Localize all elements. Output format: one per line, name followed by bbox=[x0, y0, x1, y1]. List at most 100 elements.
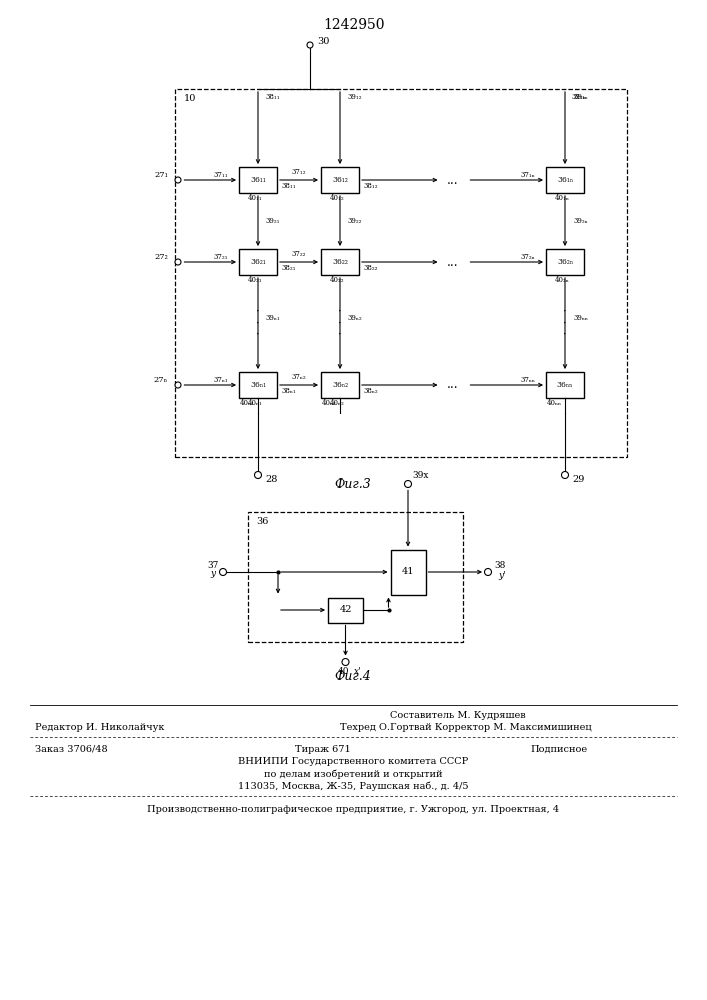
Text: 38₁₁: 38₁₁ bbox=[266, 93, 281, 101]
Text: 38₂₂: 38₂₂ bbox=[363, 264, 378, 272]
Text: 30: 30 bbox=[317, 36, 329, 45]
Bar bbox=[239, 249, 277, 275]
Text: 38ₙ₂: 38ₙ₂ bbox=[363, 387, 378, 395]
Text: 39х: 39х bbox=[412, 471, 428, 480]
Bar bbox=[248, 512, 463, 642]
Text: 28: 28 bbox=[265, 476, 277, 485]
Text: ·
·
·: · · · bbox=[338, 307, 341, 340]
Bar bbox=[390, 550, 426, 594]
Text: 37: 37 bbox=[207, 560, 218, 570]
Text: 27₂: 27₂ bbox=[154, 253, 168, 261]
Text: 39₁ₙ: 39₁ₙ bbox=[573, 93, 588, 101]
Bar bbox=[239, 167, 277, 193]
Text: 36₁₁: 36₁₁ bbox=[250, 176, 266, 184]
Circle shape bbox=[255, 472, 262, 479]
Text: 29: 29 bbox=[572, 476, 585, 485]
Text: 37₁ₙ: 37₁ₙ bbox=[520, 171, 535, 179]
Text: 39₂₂: 39₂₂ bbox=[348, 217, 363, 225]
Text: 36₁₂: 36₁₂ bbox=[332, 176, 348, 184]
Text: Фиг.4: Фиг.4 bbox=[334, 670, 371, 684]
Text: 37₂₂: 37₂₂ bbox=[292, 250, 306, 258]
Text: ...: ... bbox=[447, 378, 458, 391]
Text: 39ₙₙ: 39ₙₙ bbox=[573, 314, 588, 322]
Circle shape bbox=[404, 481, 411, 488]
Text: по делам изобретений и открытий: по делам изобретений и открытий bbox=[264, 769, 443, 779]
Text: 36₂₂: 36₂₂ bbox=[332, 258, 348, 266]
Circle shape bbox=[484, 568, 491, 576]
Text: 40₂₁: 40₂₁ bbox=[247, 276, 262, 284]
Text: Подписное: Подписное bbox=[530, 744, 587, 754]
Text: 36₂ₙ: 36₂ₙ bbox=[557, 258, 573, 266]
Text: 27ₙ: 27ₙ bbox=[153, 376, 168, 384]
Text: 39ₙ₂: 39ₙ₂ bbox=[348, 314, 363, 322]
Text: 40ₙₙ: 40ₙₙ bbox=[547, 399, 562, 407]
Text: ·
·
·: · · · bbox=[563, 307, 567, 340]
Circle shape bbox=[175, 259, 181, 265]
Text: 38: 38 bbox=[494, 562, 506, 570]
Text: ...: ... bbox=[447, 174, 458, 186]
Text: 37₁₂: 37₁₂ bbox=[292, 168, 306, 176]
Text: у: у bbox=[211, 568, 216, 578]
Circle shape bbox=[561, 472, 568, 479]
Text: Заказ 3706/48: Заказ 3706/48 bbox=[35, 744, 107, 754]
Text: 40₂₂: 40₂₂ bbox=[329, 276, 344, 284]
Text: ВНИИПИ Государственного комитета СССР: ВНИИПИ Государственного комитета СССР bbox=[238, 758, 468, 766]
Text: 37₂₁: 37₂₁ bbox=[214, 253, 228, 261]
Text: у': у' bbox=[498, 572, 506, 580]
Text: 37ₙₙ: 37ₙₙ bbox=[520, 376, 535, 384]
Text: 36: 36 bbox=[256, 517, 269, 526]
Text: ·
·
·: · · · bbox=[256, 307, 259, 340]
Text: 40: 40 bbox=[338, 668, 349, 676]
Bar bbox=[546, 372, 584, 398]
Text: 37₁₁: 37₁₁ bbox=[214, 171, 228, 179]
Text: Составитель М. Кудряшев: Составитель М. Кудряшев bbox=[390, 710, 525, 720]
Text: 40₂ₙ: 40₂ₙ bbox=[554, 276, 569, 284]
Text: 10: 10 bbox=[184, 94, 197, 103]
Text: 113035, Москва, Ж-35, Раушская наб., д. 4/5: 113035, Москва, Ж-35, Раушская наб., д. … bbox=[238, 781, 468, 791]
Text: 36ₙₙ: 36ₙₙ bbox=[557, 381, 573, 389]
Bar bbox=[546, 167, 584, 193]
Text: 36ₙ₂: 36ₙ₂ bbox=[332, 381, 348, 389]
Text: 1242950: 1242950 bbox=[323, 18, 385, 32]
Bar bbox=[321, 372, 359, 398]
Text: 40ₙ₁: 40ₙ₁ bbox=[240, 399, 255, 407]
Bar bbox=[321, 249, 359, 275]
Text: Техред О.Гортвай Корректор М. Максимишинец: Техред О.Гортвай Корректор М. Максимишин… bbox=[340, 722, 592, 732]
Text: 40₁₁: 40₁₁ bbox=[247, 194, 262, 202]
Text: 37ₙ₂: 37ₙ₂ bbox=[292, 373, 306, 381]
Text: 38₁₁: 38₁₁ bbox=[281, 182, 296, 190]
Text: 40ₙ₂: 40ₙ₂ bbox=[329, 399, 344, 407]
Text: 39ₙ₁: 39ₙ₁ bbox=[266, 314, 281, 322]
Text: Производственно-полиграфическое предприятие, г. Ужгород, ул. Проектная, 4: Производственно-полиграфическое предприя… bbox=[147, 806, 559, 814]
Text: 36₁ₙ: 36₁ₙ bbox=[557, 176, 573, 184]
Circle shape bbox=[307, 42, 313, 48]
Text: 40₁₂: 40₁₂ bbox=[329, 194, 344, 202]
Text: 38₂₁: 38₂₁ bbox=[281, 264, 296, 272]
Text: 38ₙ₁: 38ₙ₁ bbox=[281, 387, 296, 395]
Text: 27₁: 27₁ bbox=[154, 171, 168, 179]
Text: 41: 41 bbox=[402, 568, 414, 576]
Text: 37₂ₙ: 37₂ₙ bbox=[520, 253, 535, 261]
Circle shape bbox=[175, 177, 181, 183]
Bar bbox=[321, 167, 359, 193]
Text: 38₁₂: 38₁₂ bbox=[363, 182, 378, 190]
Bar bbox=[239, 372, 277, 398]
Text: 40ₙ₁: 40ₙ₁ bbox=[247, 399, 262, 407]
Bar bbox=[546, 249, 584, 275]
Text: 40₁ₙ: 40₁ₙ bbox=[554, 194, 569, 202]
Bar bbox=[328, 597, 363, 622]
Text: 39₂ₙ: 39₂ₙ bbox=[573, 217, 588, 225]
Text: 42: 42 bbox=[339, 605, 352, 614]
Text: 36₂₁: 36₂₁ bbox=[250, 258, 266, 266]
Text: 39₁ₙ: 39₁ₙ bbox=[571, 93, 586, 101]
Text: х': х' bbox=[354, 668, 361, 676]
Bar bbox=[175, 89, 627, 457]
Text: 37ₙ₁: 37ₙ₁ bbox=[214, 376, 228, 384]
Text: Редактор И. Николайчук: Редактор И. Николайчук bbox=[35, 722, 165, 732]
Text: 36ₙ₁: 36ₙ₁ bbox=[250, 381, 266, 389]
Circle shape bbox=[219, 568, 226, 576]
Text: Фиг.3: Фиг.3 bbox=[334, 478, 371, 490]
Text: 39₁₂: 39₁₂ bbox=[348, 93, 363, 101]
Circle shape bbox=[342, 658, 349, 666]
Text: ...: ... bbox=[447, 255, 458, 268]
